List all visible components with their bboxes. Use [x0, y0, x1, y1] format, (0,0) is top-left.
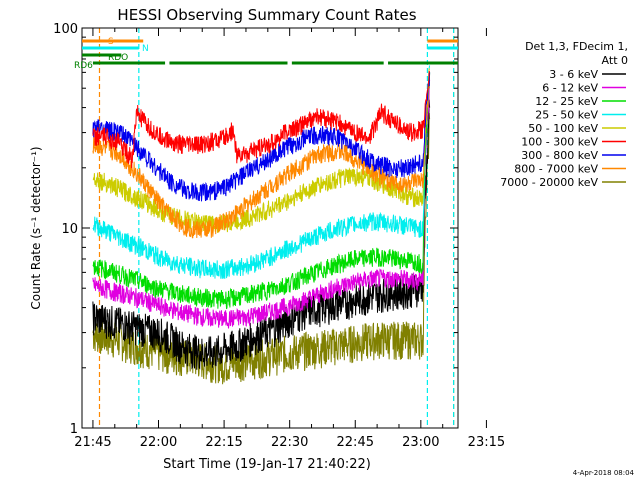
- y-axis-label: Count Rate (s⁻¹ detector⁻¹): [29, 146, 43, 309]
- flag-label-n: N: [142, 44, 149, 54]
- y-tick-label-0: 1: [70, 422, 78, 437]
- series-line-7: [92, 74, 431, 239]
- legend-label-2: 12 - 25 keV: [535, 95, 598, 108]
- x-tick-label-1: 22:00: [140, 435, 177, 450]
- x-tick-label-6: 23:15: [468, 435, 505, 450]
- y-tick-label-2: 100: [53, 22, 78, 37]
- series-line-2: [92, 72, 431, 310]
- legend-label-1: 6 - 12 keV: [542, 82, 598, 95]
- series-line-5: [92, 71, 431, 169]
- flag-bars: S N RDO RD6: [74, 37, 458, 71]
- x-axis: 21:45 22:00 22:15 22:30 22:45 23:00 23:15: [74, 28, 505, 450]
- legend-label-7: 800 - 7000 keV: [514, 163, 598, 176]
- flag-label-rd6: RD6: [74, 61, 93, 71]
- legend-header-line-2: Att 0: [602, 54, 628, 67]
- series-line-8: [92, 112, 431, 385]
- plot-area: [92, 28, 455, 428]
- series-line-1: [92, 79, 431, 329]
- flag-label-s: S: [108, 37, 114, 47]
- series-line-3: [92, 65, 431, 279]
- y-tick-label-1: 10: [61, 222, 78, 237]
- x-tick-label-0: 21:45: [74, 435, 111, 450]
- timestamp: 4-Apr-2018 08:04: [573, 469, 635, 477]
- series-line-6: [92, 72, 431, 202]
- legend-header-line-1: Det 1,3, FDecim 1,: [525, 40, 628, 53]
- legend-label-8: 7000 - 20000 keV: [500, 176, 598, 189]
- legend-label-4: 50 - 100 keV: [528, 122, 598, 135]
- y-axis: 1 10 100: [53, 22, 458, 437]
- chart-title: HESSI Observing Summary Count Rates: [117, 6, 416, 24]
- legend-label-6: 300 - 800 keV: [521, 149, 598, 162]
- series-line-0: [92, 99, 431, 370]
- legend-label-5: 100 - 300 keV: [521, 136, 598, 149]
- x-tick-label-5: 23:00: [402, 435, 439, 450]
- x-axis-label: Start Time (19-Jan-17 21:40:22): [163, 457, 371, 472]
- x-tick-label-2: 22:15: [205, 435, 242, 450]
- legend-label-3: 25 - 50 keV: [535, 109, 598, 122]
- legend-label-0: 3 - 6 keV: [549, 68, 598, 81]
- x-tick-label-3: 22:30: [271, 435, 308, 450]
- flag-label-rdo: RDO: [108, 53, 128, 63]
- x-tick-label-4: 22:45: [337, 435, 374, 450]
